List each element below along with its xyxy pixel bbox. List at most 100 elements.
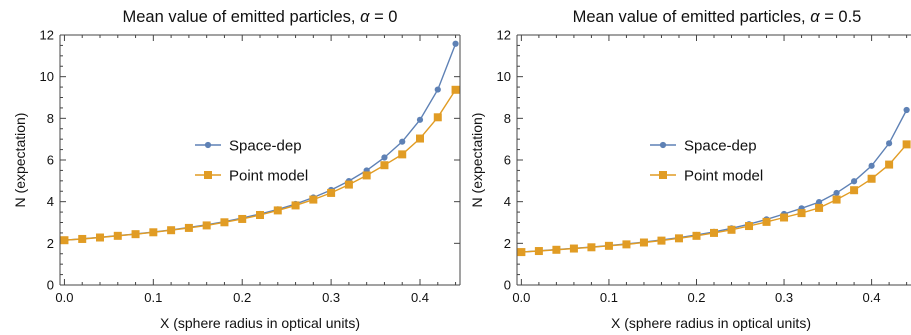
point-model-point <box>885 160 894 169</box>
legend-label: Point model <box>684 168 763 185</box>
point-model-point <box>380 161 389 170</box>
plot-area <box>517 106 911 257</box>
legend-label: Point model <box>229 168 308 185</box>
point-model-point <box>149 228 158 237</box>
point-model-point <box>113 231 122 240</box>
y-tick-label: 2 <box>47 236 54 251</box>
point-model-point <box>867 174 876 183</box>
point-model-point <box>202 221 211 230</box>
point-model-point <box>238 214 247 223</box>
point-model-point <box>398 150 407 159</box>
point-model-point <box>710 228 718 237</box>
plot-area <box>60 40 460 245</box>
point-model-point <box>362 171 371 180</box>
point-model-point <box>569 244 578 253</box>
y-tick-label: 8 <box>47 111 54 126</box>
point-model-point <box>674 234 683 243</box>
y-tick-label: 4 <box>47 194 54 209</box>
space-dep-point <box>886 140 893 147</box>
point-model-point <box>762 217 771 226</box>
point-model-point <box>451 85 460 94</box>
point-model-point <box>657 236 666 245</box>
point-model-point <box>433 113 442 122</box>
legend-circle-marker <box>204 141 212 149</box>
x-tick-label: 0.1 <box>600 290 618 305</box>
y-tick-label: 4 <box>504 194 511 209</box>
x-tick-label: 0.0 <box>512 290 530 305</box>
point-model-point <box>745 222 754 231</box>
x-tick-label: 0.0 <box>55 290 73 305</box>
x-axis-label: X (sphere radius in optical units) <box>611 315 811 331</box>
point-model-point <box>78 234 87 243</box>
chart-title: Mean value of emitted particles, α = 0 <box>123 8 398 26</box>
space-dep-point <box>452 40 459 47</box>
point-model-point <box>727 225 736 234</box>
point-model-point <box>327 188 336 197</box>
x-tick-label: 0.1 <box>144 290 162 305</box>
space-dep-point <box>903 106 910 114</box>
point-model-point <box>692 231 701 240</box>
y-tick-label: 6 <box>504 153 511 168</box>
point-model-point <box>344 180 353 189</box>
point-model-point <box>534 247 543 256</box>
space-dep-point <box>381 154 388 161</box>
y-tick-label: 2 <box>504 236 511 251</box>
chart-1: 0 2 4 6 8 10 12 0.0 0.1 0.2 0.3 0.4 Mean value of em… <box>12 8 461 331</box>
x-axis-label: X (sphere radius in optical units) <box>160 315 360 331</box>
point-model-point <box>797 209 806 218</box>
point-model-point <box>309 195 318 204</box>
point-model-point <box>552 245 561 254</box>
point-model-point <box>587 243 596 252</box>
y-axis-label: N (expectation) <box>12 113 28 208</box>
y-tick-label: 0 <box>504 278 511 293</box>
y-tick-label: 6 <box>47 153 54 168</box>
x-tick-label: 0.2 <box>233 290 251 305</box>
point-model-point <box>517 248 526 257</box>
point-model-point <box>167 226 176 235</box>
point-model-point <box>256 211 264 219</box>
point-model-point <box>131 230 140 239</box>
point-model-point <box>291 201 300 210</box>
space-dep-point <box>434 86 441 93</box>
chart-title: Mean value of emitted particles, α = 0.5 <box>573 8 862 26</box>
y-tick-label: 0 <box>47 278 54 293</box>
space-dep-point <box>850 178 858 185</box>
point-model-point <box>220 218 229 227</box>
legend: Space-dep Point model <box>650 138 763 185</box>
legend-square-marker <box>204 171 212 179</box>
point-model-point <box>902 140 911 149</box>
y-tick-label: 10 <box>40 69 54 84</box>
x-tick-label: 0.3 <box>322 290 340 305</box>
x-tick-label: 0.4 <box>411 290 429 305</box>
point-model-point <box>184 223 193 232</box>
point-model-point <box>622 240 631 249</box>
legend-label: Space-dep <box>684 138 757 155</box>
chart-2: 0 2 4 6 8 10 12 0.0 0.1 0.2 0.3 0.4 Mean value of em… <box>469 8 911 331</box>
y-tick-label: 10 <box>497 69 511 84</box>
space-dep-point <box>399 138 406 145</box>
point-model-point <box>273 206 282 215</box>
point-model-point <box>60 236 69 245</box>
y-axis-label: N (expectation) <box>469 113 485 208</box>
point-model-point <box>850 186 859 195</box>
point-model-point <box>815 203 824 212</box>
point-model-point <box>416 134 424 143</box>
point-model-point <box>780 213 789 222</box>
x-tick-label: 0.4 <box>863 290 881 305</box>
x-tick-label: 0.3 <box>775 290 793 305</box>
point-model-point <box>832 195 841 204</box>
legend-circle-marker <box>659 141 667 149</box>
legend: Space-dep Point model <box>195 138 308 185</box>
point-model-point <box>604 241 613 250</box>
point-model-point <box>639 238 648 247</box>
y-tick-label: 8 <box>504 111 511 126</box>
point-model-point <box>96 233 104 242</box>
y-tick-label: 12 <box>497 28 511 43</box>
x-tick-label: 0.2 <box>687 290 705 305</box>
legend-label: Space-dep <box>229 138 302 155</box>
y-tick-label: 12 <box>40 28 54 43</box>
space-dep-point <box>868 162 875 169</box>
space-dep-point <box>815 198 823 206</box>
space-dep-point <box>833 189 840 197</box>
